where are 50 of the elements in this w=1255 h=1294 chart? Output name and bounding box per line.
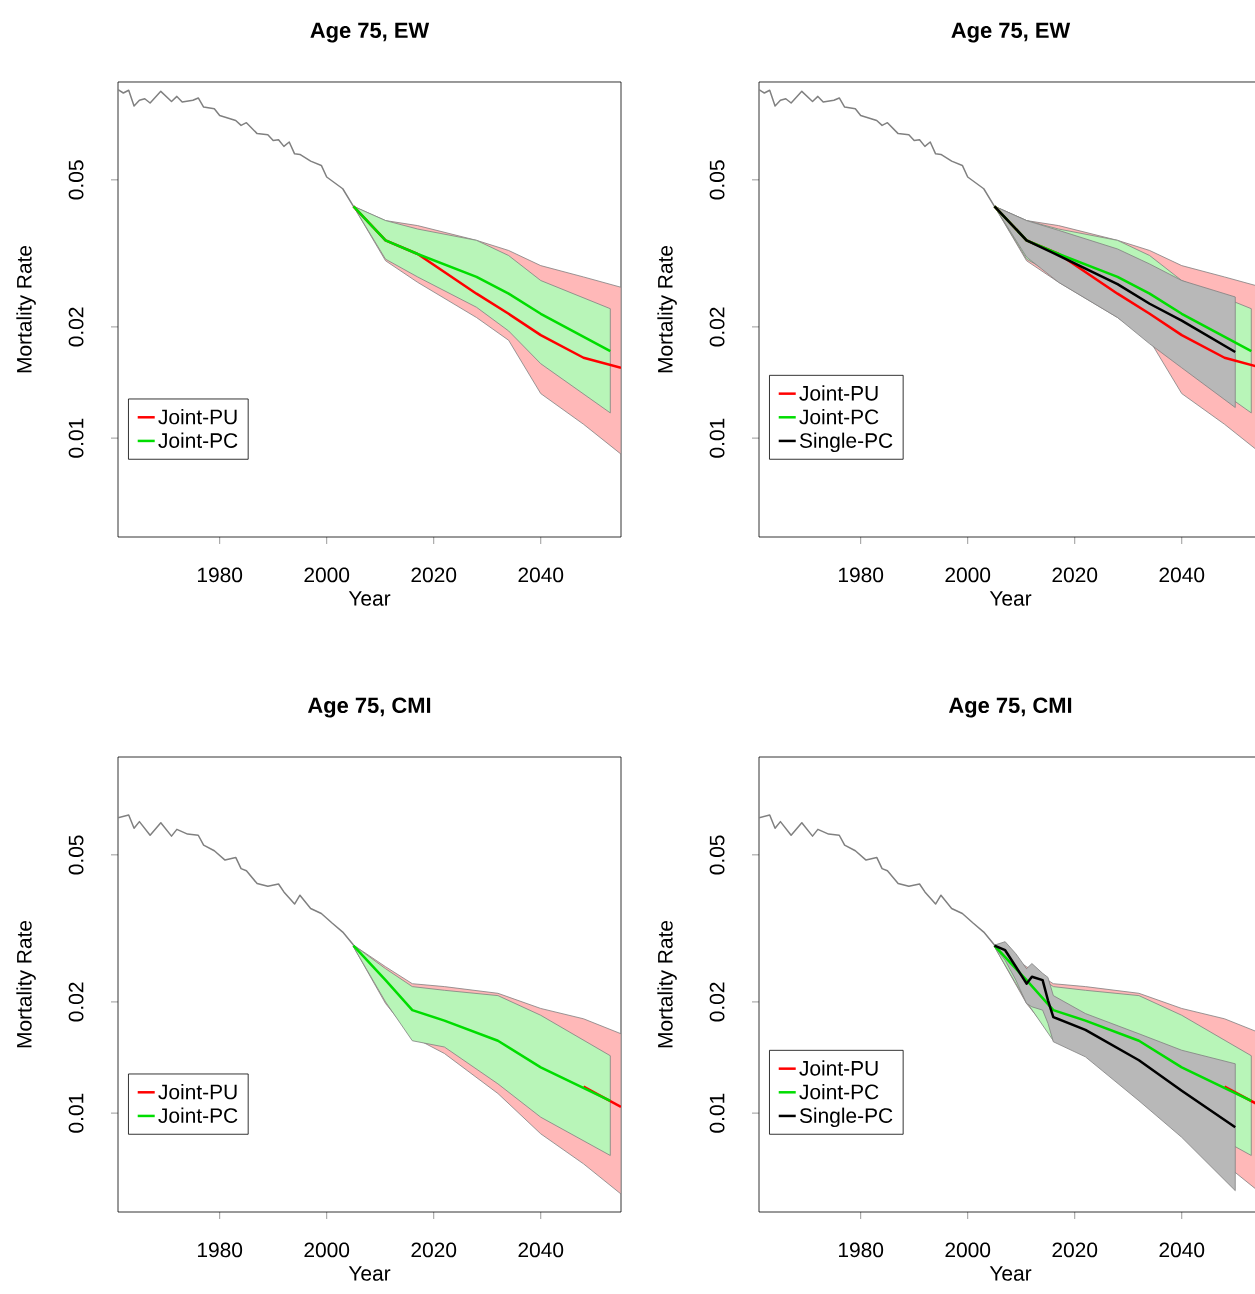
x-tick-label: 2000 <box>304 567 350 583</box>
y-tick-label: 0.02 <box>709 307 725 347</box>
x-tick-label: 2020 <box>411 567 457 583</box>
x-tick-label: 1980 <box>197 567 243 583</box>
x-tick-label: 1980 <box>839 1242 884 1258</box>
legend-label: Joint-PU <box>799 385 878 401</box>
legend-label: Joint-PC <box>799 408 879 425</box>
y-axis-title: Mortality Rate <box>16 920 36 1048</box>
x-tick-label: 1980 <box>197 1242 243 1258</box>
x-tick-label: 2040 <box>1159 1242 1205 1258</box>
x-tick-label: 2020 <box>411 1242 457 1258</box>
legend-label: Joint-PU <box>799 1060 878 1076</box>
chart-title: Age 75, CMI <box>307 697 431 718</box>
legend-label: Joint-PU <box>158 1083 237 1100</box>
x-axis-title: Year <box>348 591 391 606</box>
x-tick-label: 2040 <box>1159 567 1205 583</box>
y-tick-label: 0.01 <box>68 1093 84 1133</box>
legend-label: Joint-PC <box>799 1083 879 1100</box>
x-tick-label: 2020 <box>1052 567 1098 583</box>
y-tick-label: 0.05 <box>68 835 84 875</box>
y-tick-label: 0.02 <box>68 982 84 1022</box>
x-tick-label: 2000 <box>945 1242 991 1258</box>
x-tick-label: 2000 <box>945 567 991 583</box>
y-tick-label: 0.05 <box>709 160 725 200</box>
x-tick-label: 2000 <box>304 1242 350 1258</box>
legend-label: Joint-PU <box>158 408 237 425</box>
chart-title: Age 75, EW <box>951 22 1071 43</box>
y-tick-label: 0.02 <box>68 307 84 347</box>
x-axis-title: Year <box>989 1266 1032 1281</box>
chart-title: Age 75, CMI <box>948 697 1072 718</box>
y-tick-label: 0.01 <box>709 418 725 458</box>
legend-label: Single-PC <box>799 1107 893 1128</box>
x-tick-label: 2040 <box>518 1242 564 1258</box>
chart-title: Age 75, EW <box>310 22 430 43</box>
y-tick-label: 0.05 <box>709 835 725 875</box>
legend-label: Single-PC <box>799 432 893 453</box>
x-tick-label: 2040 <box>518 567 564 583</box>
x-axis-title: Year <box>348 1266 391 1281</box>
y-axis-title: Mortality Rate <box>657 920 677 1048</box>
legend-label: Joint-PC <box>158 1107 238 1123</box>
x-tick-label: 1980 <box>839 567 884 583</box>
y-tick-label: 0.01 <box>709 1093 725 1133</box>
x-tick-label: 2020 <box>1052 1242 1098 1258</box>
legend-label: Joint-PC <box>158 432 238 448</box>
y-tick-label: 0.02 <box>709 982 725 1022</box>
y-axis-title: Mortality Rate <box>16 245 36 373</box>
x-axis-title: Year <box>989 591 1032 606</box>
y-tick-label: 0.05 <box>68 160 84 200</box>
y-axis-title: Mortality Rate <box>657 245 677 373</box>
y-tick-label: 0.01 <box>68 418 84 458</box>
